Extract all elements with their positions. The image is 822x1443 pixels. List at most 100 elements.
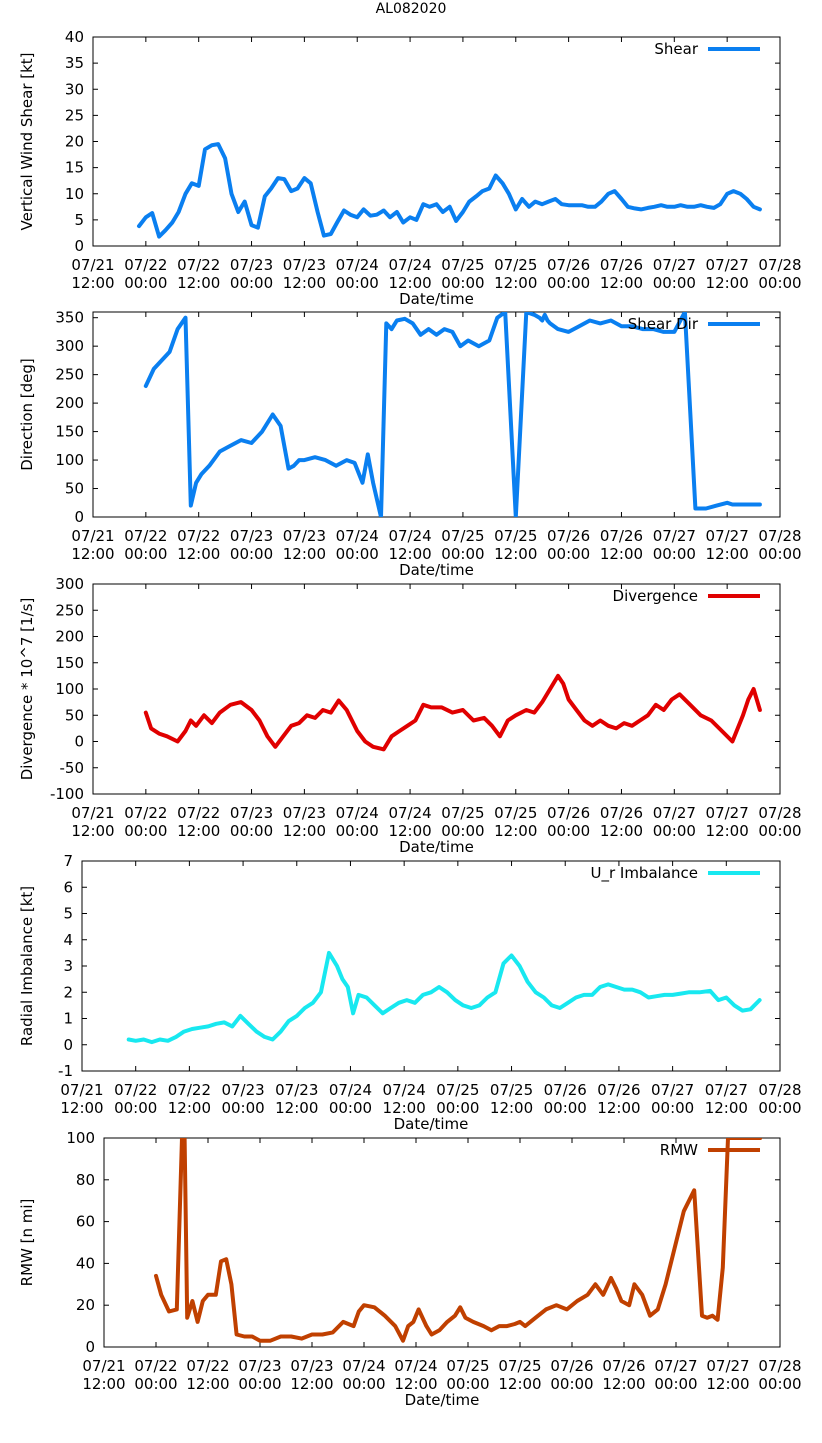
x-tick-label-date: 07/26: [600, 804, 643, 822]
x-tick-label-time: 12:00: [494, 274, 537, 292]
x-tick-label-time: 00:00: [547, 822, 590, 840]
x-tick-label-time: 00:00: [441, 274, 484, 292]
x-tick-label-time: 00:00: [342, 1375, 385, 1393]
x-tick-label-time: 12:00: [177, 545, 220, 563]
x-tick-label-date: 07/28: [758, 1357, 801, 1375]
y-tick-label: -100: [50, 785, 84, 803]
x-tick-label-time: 00:00: [336, 545, 379, 563]
x-tick-label-time: 00:00: [758, 274, 801, 292]
x-tick-label-date: 07/25: [446, 1357, 489, 1375]
x-tick-label-time: 12:00: [177, 274, 220, 292]
x-tick-label-date: 07/23: [283, 256, 326, 274]
series-line: [137, 142, 762, 239]
x-tick-label-date: 07/27: [653, 804, 696, 822]
x-tick-label-time: 00:00: [441, 545, 484, 563]
y-tick-label: 100: [55, 451, 84, 469]
x-tick-label-date: 07/24: [329, 1081, 372, 1099]
x-tick-label-date: 07/26: [550, 1357, 593, 1375]
x-tick-label-date: 07/25: [441, 527, 484, 545]
y-tick-label: 25: [65, 106, 84, 124]
y-tick-label: 30: [65, 80, 84, 98]
x-tick-label-time: 00:00: [134, 1375, 177, 1393]
x-tick-label-date: 07/26: [544, 1081, 587, 1099]
y-axis-label: RMW [n mi]: [18, 1199, 36, 1287]
x-tick-label-time: 12:00: [186, 1375, 229, 1393]
x-tick-label-time: 00:00: [654, 1375, 697, 1393]
x-tick-label-time: 00:00: [329, 1099, 372, 1117]
x-tick-label-time: 12:00: [388, 545, 431, 563]
x-tick-label-time: 12:00: [177, 822, 220, 840]
y-tick-label: 60: [76, 1213, 95, 1231]
legend-label: Shear Dir: [628, 315, 699, 333]
x-tick-label-time: 12:00: [490, 1099, 533, 1117]
x-tick-label-time: 00:00: [651, 1099, 694, 1117]
y-tick-label: 80: [76, 1171, 95, 1189]
x-tick-label-time: 00:00: [238, 1375, 281, 1393]
x-tick-label-time: 12:00: [82, 1375, 125, 1393]
x-tick-label-time: 00:00: [230, 274, 273, 292]
x-tick-label-time: 12:00: [494, 545, 537, 563]
x-tick-label-time: 00:00: [653, 545, 696, 563]
y-tick-label: 4: [63, 931, 73, 949]
y-tick-label: 7: [63, 852, 73, 870]
y-tick-label: -1: [58, 1062, 73, 1080]
x-tick-label-time: 12:00: [600, 545, 643, 563]
y-tick-label: -50: [60, 759, 85, 777]
x-tick-label-date: 07/23: [230, 527, 273, 545]
y-axis-label: Radial Imbalance [kt]: [18, 886, 36, 1046]
y-tick-label: 0: [74, 733, 84, 751]
y-tick-label: 40: [65, 28, 84, 46]
y-tick-label: 15: [65, 159, 84, 177]
legend-label: U_r Imbalance: [590, 864, 698, 883]
x-tick-label-date: 07/23: [230, 256, 273, 274]
y-tick-label: 150: [55, 423, 84, 441]
x-tick-label-date: 07/25: [494, 256, 537, 274]
x-tick-label-date: 07/23: [283, 527, 326, 545]
x-tick-label-time: 00:00: [547, 274, 590, 292]
x-tick-label-time: 12:00: [71, 274, 114, 292]
x-tick-label-time: 12:00: [60, 1099, 103, 1117]
x-tick-label-date: 07/21: [71, 527, 114, 545]
x-tick-label-time: 12:00: [597, 1099, 640, 1117]
x-tick-label-date: 07/22: [124, 804, 167, 822]
x-tick-label-time: 12:00: [706, 545, 749, 563]
x-tick-label-time: 12:00: [283, 274, 326, 292]
x-tick-label-time: 00:00: [124, 822, 167, 840]
x-tick-label-date: 07/25: [498, 1357, 541, 1375]
x-tick-label-date: 07/24: [336, 804, 379, 822]
x-tick-label-date: 07/22: [177, 527, 220, 545]
x-tick-label-date: 07/26: [547, 804, 590, 822]
x-tick-label-time: 00:00: [653, 274, 696, 292]
x-tick-label-date: 07/23: [275, 1081, 318, 1099]
x-tick-label-date: 07/26: [600, 527, 643, 545]
x-tick-label-time: 12:00: [71, 545, 114, 563]
y-tick-label: 250: [55, 601, 84, 619]
x-tick-label-date: 07/24: [388, 527, 431, 545]
x-tick-label-time: 12:00: [290, 1375, 333, 1393]
x-tick-label-time: 00:00: [550, 1375, 593, 1393]
x-tick-label-time: 12:00: [706, 822, 749, 840]
x-tick-label-time: 00:00: [547, 545, 590, 563]
y-tick-label: 50: [65, 480, 84, 498]
legend-label: Divergence: [613, 587, 698, 605]
x-tick-label-date: 07/21: [82, 1357, 125, 1375]
y-tick-label: 5: [74, 211, 84, 229]
x-tick-label-date: 07/21: [60, 1081, 103, 1099]
x-tick-label-date: 07/28: [758, 256, 801, 274]
x-tick-label-date: 07/27: [654, 1357, 697, 1375]
x-tick-label-date: 07/26: [547, 527, 590, 545]
x-tick-label-time: 00:00: [336, 822, 379, 840]
x-tick-label-date: 07/28: [758, 1081, 801, 1099]
y-tick-label: 350: [55, 309, 84, 327]
x-tick-label-date: 07/27: [705, 1081, 748, 1099]
figure-title: AL082020: [375, 1, 447, 17]
x-tick-label-date: 07/22: [124, 256, 167, 274]
x-tick-label-time: 00:00: [446, 1375, 489, 1393]
x-tick-label-date: 07/22: [114, 1081, 157, 1099]
x-tick-label-date: 07/22: [124, 527, 167, 545]
x-tick-label-time: 12:00: [600, 822, 643, 840]
x-tick-label-date: 07/25: [490, 1081, 533, 1099]
x-tick-label-time: 12:00: [498, 1375, 541, 1393]
x-tick-label-date: 07/21: [71, 256, 114, 274]
